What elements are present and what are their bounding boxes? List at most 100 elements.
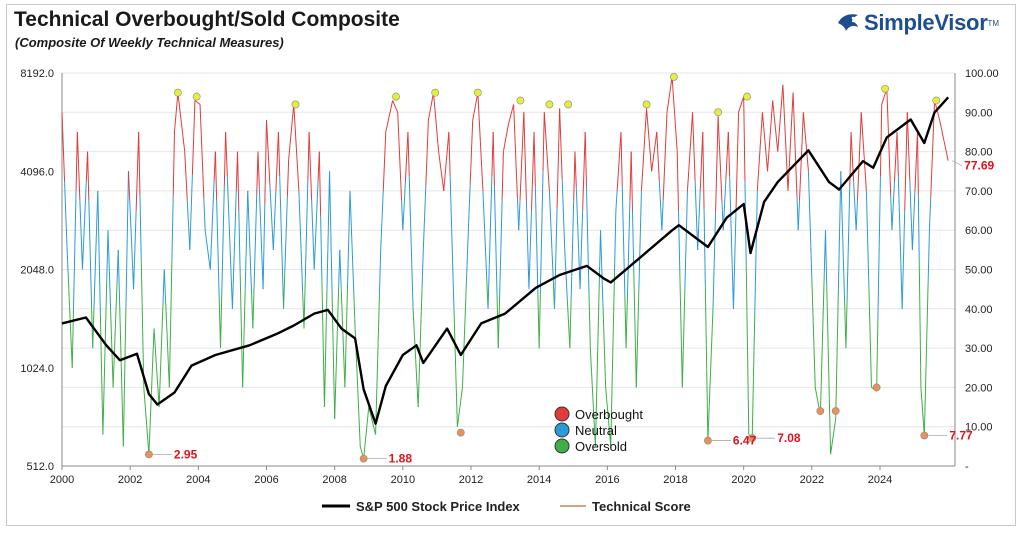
- technical-score-segment: [585, 185, 589, 241]
- technical-score-segment: [323, 348, 327, 408]
- technical-score-segment: [376, 342, 379, 389]
- overbought-marker: [392, 92, 400, 101]
- technical-score-segment: [711, 308, 714, 342]
- technical-score-segment: [450, 220, 454, 265]
- technical-score-segment: [887, 124, 890, 160]
- zone-legend-label: Oversold: [575, 439, 627, 454]
- technical-score-segment: [684, 240, 687, 290]
- y-right-tick-label: 20.00: [965, 382, 993, 394]
- technical-score-segment: [502, 144, 506, 152]
- oversold-marker: [748, 434, 757, 443]
- technical-score-segment: [674, 114, 677, 133]
- technical-score-segment: [640, 170, 644, 191]
- technical-score-segment: [782, 84, 785, 112]
- technical-score-segment: [830, 445, 833, 455]
- technical-score-segment: [266, 120, 269, 153]
- technical-score-segment: [751, 376, 754, 439]
- technical-score-segment: [778, 118, 781, 135]
- technical-score-segment: [647, 124, 650, 140]
- technical-score-segment: [788, 141, 792, 167]
- y-right-tick-label: 90.00: [965, 107, 993, 119]
- technical-score-segment: [638, 240, 641, 290]
- technical-score-segment: [565, 274, 568, 300]
- technical-score-segment: [159, 338, 163, 373]
- technical-score-segment: [304, 230, 308, 280]
- technical-score-segment: [639, 190, 642, 241]
- technical-score-segment: [497, 298, 501, 349]
- technical-score-segment: [445, 146, 449, 162]
- technical-score-segment: [69, 308, 72, 339]
- technical-score-segment: [688, 151, 691, 172]
- technical-score-segment: [867, 240, 870, 290]
- x-tick-label: 2012: [459, 474, 483, 486]
- technical-score-segment: [727, 131, 731, 177]
- technical-score-segment: [430, 99, 433, 107]
- technical-score-segment: [179, 107, 182, 123]
- technical-score-segment: [112, 352, 115, 388]
- technical-score-segment: [539, 230, 543, 290]
- technical-score-segment: [596, 338, 599, 393]
- technical-score-segment: [108, 269, 112, 309]
- technical-score-segment: [143, 387, 146, 405]
- technical-score-segment: [455, 367, 458, 398]
- technical-score-segment: [289, 131, 292, 146]
- technical-score-segment: [481, 166, 484, 191]
- technical-score-segment: [518, 200, 521, 231]
- technical-score-segment: [326, 230, 329, 290]
- technical-score-segment: [602, 308, 605, 349]
- technical-score-segment: [404, 156, 408, 182]
- technical-score-segment: [156, 367, 159, 388]
- technical-score-segment: [795, 161, 798, 196]
- technical-score-segment: [335, 334, 338, 377]
- technical-score-segment: [89, 249, 92, 299]
- technical-score-segment: [392, 100, 395, 104]
- technical-score-segment: [271, 217, 274, 250]
- technical-score-segment: [161, 303, 164, 339]
- technical-score-segment: [859, 112, 862, 142]
- technical-score-segment: [621, 185, 625, 241]
- technical-score-segment: [801, 112, 804, 142]
- technical-score-segment: [662, 171, 665, 201]
- oversold-marker: [359, 454, 368, 463]
- technical-score-segment: [212, 181, 215, 211]
- technical-score-segment: [344, 338, 347, 388]
- technical-score-segment: [894, 156, 897, 182]
- y-right-tick-label: -: [965, 461, 969, 473]
- technical-score-segment: [478, 117, 481, 142]
- technical-score-segment: [248, 225, 251, 260]
- technical-score-segment: [387, 116, 390, 125]
- technical-score-segment: [592, 397, 595, 422]
- technical-score-segment: [130, 230, 133, 260]
- technical-score-segment: [267, 152, 271, 186]
- technical-score-segment: [168, 323, 172, 388]
- technical-score-segment: [378, 249, 382, 297]
- technical-score-segment: [214, 151, 218, 201]
- technical-score-segment: [341, 318, 345, 354]
- technical-score-segment: [472, 113, 475, 121]
- technical-score-segment: [610, 387, 613, 447]
- annotation-label: 77.69: [964, 159, 994, 173]
- technical-score-segment: [365, 419, 368, 433]
- technical-score-segment: [439, 161, 442, 172]
- technical-score-segment: [904, 161, 907, 211]
- technical-score-segment: [783, 111, 786, 138]
- technical-score-segment: [878, 176, 881, 248]
- technical-score-segment: [452, 264, 455, 309]
- technical-score-segment: [463, 318, 466, 354]
- brand-name: SimpleVisor: [864, 10, 988, 35]
- technical-score-segment: [715, 164, 718, 213]
- technical-score-segment: [847, 185, 851, 241]
- technical-score-segment: [534, 185, 538, 241]
- technical-score-segment: [190, 175, 193, 213]
- technical-score-segment: [702, 131, 705, 210]
- technical-score-segment: [133, 249, 136, 290]
- technical-score-segment: [348, 190, 351, 241]
- technical-score-segment: [725, 156, 728, 182]
- technical-score-segment: [704, 286, 708, 364]
- technical-score-segment: [269, 184, 273, 218]
- technical-score-segment: [390, 100, 394, 109]
- oversold-marker: [872, 383, 881, 392]
- technical-score-segment: [174, 112, 177, 123]
- technical-score-segment: [139, 195, 142, 260]
- technical-score-segment: [221, 240, 224, 295]
